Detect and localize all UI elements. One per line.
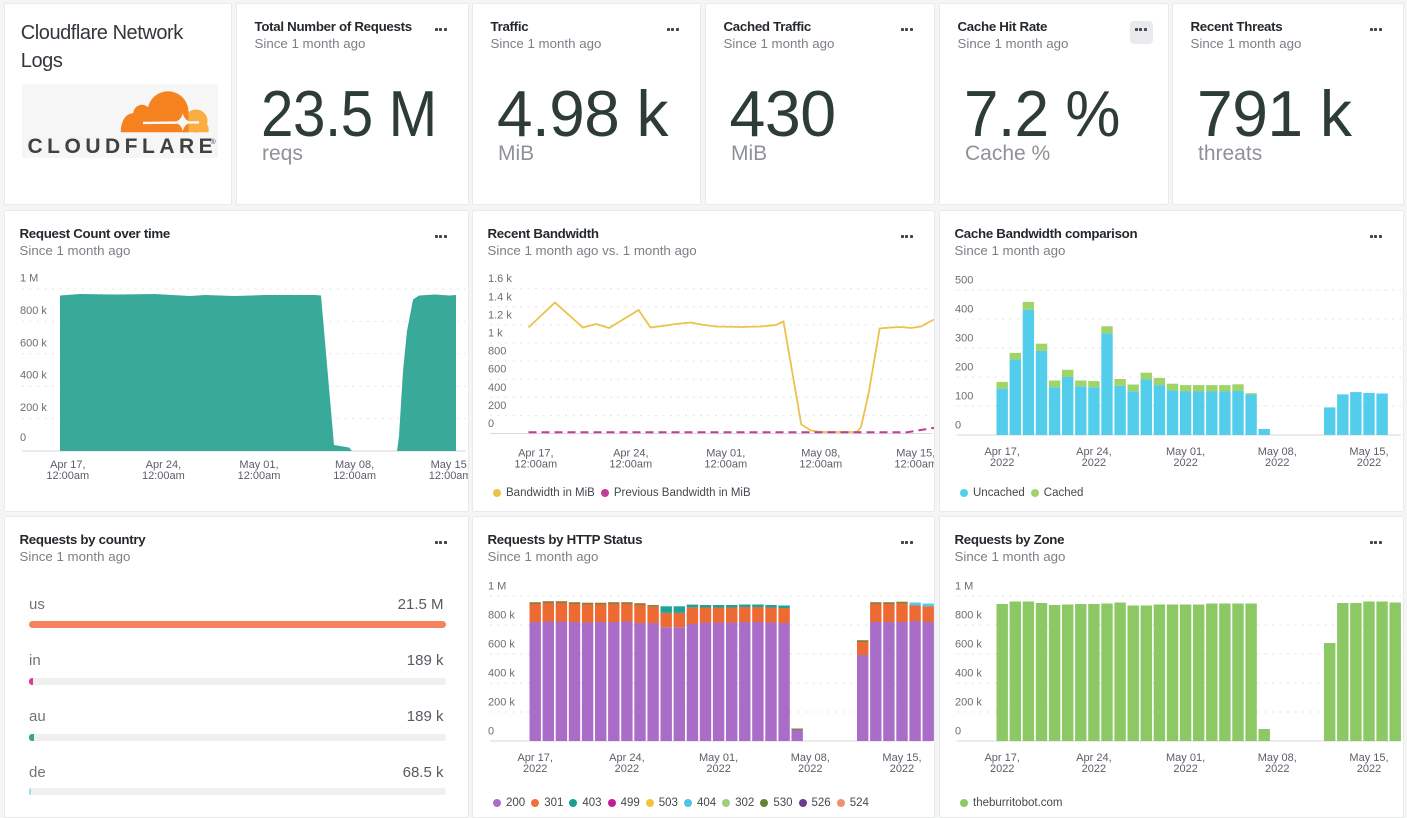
svg-text:1 M: 1 M <box>20 273 38 285</box>
svg-text:2022: 2022 <box>1357 763 1381 775</box>
svg-text:400 k: 400 k <box>20 370 47 382</box>
svg-text:2022: 2022 <box>1082 457 1106 469</box>
svg-text:Apr 24,: Apr 24, <box>146 459 181 471</box>
svg-text:0: 0 <box>955 726 961 738</box>
svg-text:0: 0 <box>955 420 961 432</box>
svg-text:500: 500 <box>955 275 973 287</box>
svg-text:200 k: 200 k <box>955 697 982 709</box>
svg-text:May 08,: May 08, <box>1258 446 1297 458</box>
svg-text:2022: 2022 <box>523 763 547 775</box>
svg-text:200: 200 <box>488 400 506 412</box>
svg-text:1.2 k: 1.2 k <box>488 309 512 321</box>
svg-text:200 k: 200 k <box>488 697 515 709</box>
svg-text:May 01,: May 01, <box>706 448 745 460</box>
svg-text:600: 600 <box>488 364 506 376</box>
svg-text:12:00am: 12:00am <box>429 470 469 482</box>
svg-text:12:00am: 12:00am <box>609 459 652 471</box>
svg-text:400 k: 400 k <box>955 668 982 680</box>
svg-text:0: 0 <box>488 726 494 738</box>
svg-text:2022: 2022 <box>990 457 1014 469</box>
svg-text:May 15,: May 15, <box>1349 752 1388 764</box>
svg-text:12:00am: 12:00am <box>142 470 185 482</box>
svg-text:May 01,: May 01, <box>699 752 738 764</box>
svg-text:800 k: 800 k <box>488 610 515 622</box>
svg-text:2022: 2022 <box>1082 763 1106 775</box>
svg-text:2022: 2022 <box>1265 763 1289 775</box>
svg-text:2022: 2022 <box>1357 457 1381 469</box>
svg-text:600 k: 600 k <box>488 639 515 651</box>
svg-text:12:00am: 12:00am <box>894 459 935 471</box>
svg-text:May 15,: May 15, <box>431 459 469 471</box>
svg-text:200 k: 200 k <box>20 402 47 414</box>
svg-text:Apr 24,: Apr 24, <box>1076 752 1111 764</box>
svg-text:12:00am: 12:00am <box>799 459 842 471</box>
svg-text:May 08,: May 08, <box>791 752 830 764</box>
svg-text:2022: 2022 <box>1265 457 1289 469</box>
svg-text:CLOUDFLARE: CLOUDFLARE <box>28 135 218 158</box>
svg-text:Apr 24,: Apr 24, <box>613 448 648 460</box>
svg-text:1.6 k: 1.6 k <box>488 273 512 285</box>
svg-text:12:00am: 12:00am <box>238 470 281 482</box>
svg-text:Apr 24,: Apr 24, <box>609 752 644 764</box>
svg-text:400: 400 <box>488 382 506 394</box>
svg-text:1 M: 1 M <box>955 581 973 593</box>
svg-text:0: 0 <box>20 432 26 444</box>
svg-text:12:00am: 12:00am <box>514 459 557 471</box>
svg-text:2022: 2022 <box>798 763 822 775</box>
svg-text:2022: 2022 <box>890 763 914 775</box>
svg-text:800 k: 800 k <box>955 610 982 622</box>
svg-text:Apr 17,: Apr 17, <box>517 752 552 764</box>
svg-text:May 15,: May 15, <box>1349 446 1388 458</box>
svg-text:400: 400 <box>955 304 973 316</box>
svg-text:400 k: 400 k <box>488 668 515 680</box>
svg-text:Apr 17,: Apr 17, <box>50 459 85 471</box>
svg-text:2022: 2022 <box>1173 457 1197 469</box>
svg-text:May 15,: May 15, <box>882 752 921 764</box>
svg-text:300: 300 <box>955 333 973 345</box>
svg-text:May 15,: May 15, <box>896 448 935 460</box>
svg-text:800 k: 800 k <box>20 305 47 317</box>
svg-text:12:00am: 12:00am <box>46 470 89 482</box>
svg-text:May 01,: May 01, <box>239 459 278 471</box>
svg-text:1.4 k: 1.4 k <box>488 291 512 303</box>
svg-text:600 k: 600 k <box>955 639 982 651</box>
svg-text:800: 800 <box>488 346 506 358</box>
svg-text:1 k: 1 k <box>488 328 503 340</box>
svg-text:2022: 2022 <box>990 763 1014 775</box>
svg-text:12:00am: 12:00am <box>333 470 376 482</box>
svg-text:®: ® <box>211 138 217 146</box>
svg-text:May 01,: May 01, <box>1166 446 1205 458</box>
svg-text:2022: 2022 <box>615 763 639 775</box>
svg-text:Apr 24,: Apr 24, <box>1076 446 1111 458</box>
svg-text:2022: 2022 <box>1173 763 1197 775</box>
svg-text:May 08,: May 08, <box>801 448 840 460</box>
svg-text:May 08,: May 08, <box>1258 752 1297 764</box>
svg-text:600 k: 600 k <box>20 337 47 349</box>
svg-text:2022: 2022 <box>706 763 730 775</box>
svg-text:May 01,: May 01, <box>1166 752 1205 764</box>
svg-text:Apr 17,: Apr 17, <box>984 446 1019 458</box>
svg-text:Apr 17,: Apr 17, <box>518 448 553 460</box>
svg-text:1 M: 1 M <box>488 581 506 593</box>
svg-text:0: 0 <box>488 418 494 430</box>
svg-text:May 08,: May 08, <box>335 459 374 471</box>
svg-text:Apr 17,: Apr 17, <box>984 752 1019 764</box>
svg-text:100: 100 <box>955 391 973 403</box>
svg-text:12:00am: 12:00am <box>704 459 747 471</box>
svg-text:200: 200 <box>955 362 973 374</box>
